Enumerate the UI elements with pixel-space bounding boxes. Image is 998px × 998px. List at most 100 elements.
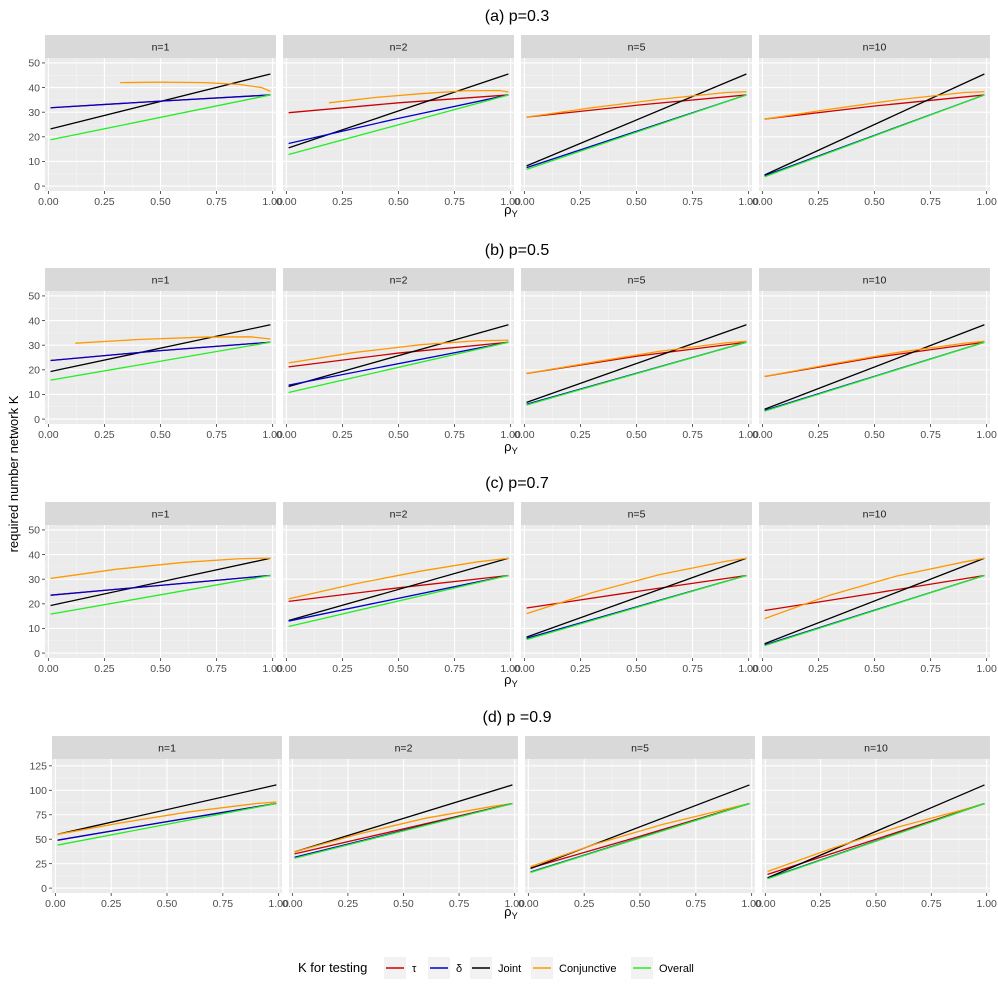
facet-strip-label: n=5 (628, 42, 646, 54)
facet-strip (45, 35, 276, 58)
y-tick-label: 75 (35, 809, 47, 821)
series-line-conj (764, 340, 985, 378)
legend-label: δ (456, 963, 462, 975)
x-tick-label: 0.50 (150, 663, 171, 675)
x-axis-title: ρY (504, 672, 518, 690)
facet-strip (521, 502, 752, 525)
x-tick-label: 1.00 (268, 898, 289, 910)
chart-rows: (a) p=0.3 n=1 0.00 0.25 0.50 0.75 1.00 0 10 20 30 4… (28, 8, 997, 922)
facet-panel: n=5 0.00 0.25 0.50 0.75 1.00 (514, 35, 759, 208)
x-tick-label: 0.25 (332, 663, 353, 675)
facet-strip-label: n=10 (863, 275, 887, 287)
x-tick-label: 0.50 (388, 663, 409, 675)
x-tick-label: 0.00 (38, 429, 59, 441)
x-tick-label: 0.00 (752, 196, 773, 208)
facet-strip (521, 268, 752, 291)
facet-strip (762, 736, 990, 759)
facet-strip (283, 502, 514, 525)
facet-strip (759, 502, 990, 525)
y-tick-label: 20 (28, 365, 40, 377)
series-line-conj (764, 91, 985, 120)
facet-panel: n=1 0.00 0.25 0.50 0.75 1.00 0 10 20 30 40 50 (28, 35, 283, 208)
series-line-conj (57, 801, 277, 835)
x-tick-label: 0.25 (570, 196, 591, 208)
facet-strip (283, 35, 514, 58)
x-tick-label: 0.25 (332, 196, 353, 208)
series-line-conj (288, 557, 509, 600)
y-tick-label: 40 (28, 82, 40, 94)
series-line-delta (50, 574, 271, 596)
x-tick-label: 0.25 (101, 898, 122, 910)
series-line-tau (764, 94, 985, 120)
series-line-tau (288, 574, 509, 602)
x-tick-label: 1.00 (504, 898, 525, 910)
facet-strip-label: n=2 (390, 509, 408, 521)
y-tick-label: 50 (35, 834, 47, 846)
series-line-joint (526, 557, 747, 638)
series-line-tau (764, 574, 985, 612)
legend-entry-joint: Joint (470, 957, 521, 979)
x-tick-label: 0.75 (444, 663, 465, 675)
facet-strip-label: n=10 (863, 509, 887, 521)
x-tick-label: 1.00 (741, 898, 762, 910)
y-tick-label: 20 (28, 132, 40, 144)
facet-strip-label: n=1 (158, 743, 176, 755)
x-tick-label: 1.00 (500, 429, 521, 441)
x-tick-label: 0.25 (570, 663, 591, 675)
x-tick-label: 1.00 (738, 663, 759, 675)
series-line-overall (288, 574, 509, 628)
x-tick-label: 0.75 (682, 196, 703, 208)
x-tick-label: 0.00 (45, 898, 66, 910)
legend-entries: τ δ Joint Conjunctive Overall (384, 957, 694, 979)
chart-row: (b) p=0.5 n=1 0.00 0.25 0.50 0.75 1.00 0 10 20 30 4… (28, 242, 997, 457)
facet-panel: n=5 0.00 0.25 0.50 0.75 1.00 (514, 502, 759, 675)
y-tick-label: 50 (28, 525, 40, 537)
x-tick-label: 0.50 (864, 196, 885, 208)
x-tick-label: 0.75 (213, 898, 234, 910)
legend-title: K for testing (298, 960, 367, 975)
series-line-overall (288, 341, 509, 394)
x-tick-label: 1.00 (738, 196, 759, 208)
series-line-delta (288, 574, 509, 622)
series-line-overall (57, 802, 277, 846)
series-line-joint (530, 784, 750, 870)
facet-strip-label: n=5 (631, 743, 649, 755)
y-tick-label: 20 (28, 599, 40, 611)
facet-panel: n=1 0.00 0.25 0.50 0.75 1.00 0 10 20 30 40 50 (28, 268, 283, 441)
x-tick-label: 0.50 (626, 196, 647, 208)
series-line-conj (526, 91, 747, 118)
facet-panel: n=2 0.00 0.25 0.50 0.75 1.00 (276, 268, 521, 441)
x-tick-label: 0.75 (682, 663, 703, 675)
legend-entry-delta: δ (428, 957, 462, 979)
x-tick-label: 0.25 (808, 196, 829, 208)
x-tick-label: 0.25 (94, 663, 115, 675)
series-line-joint (288, 557, 509, 622)
facet-panel: n=10 0.00 0.25 0.50 0.75 1.00 (752, 35, 997, 208)
series-line-overall (526, 94, 747, 170)
y-tick-label: 30 (28, 340, 40, 352)
x-tick-label: 0.25 (808, 429, 829, 441)
x-tick-label: 0.00 (514, 429, 535, 441)
x-tick-label: 0.00 (38, 196, 59, 208)
x-tick-label: 0.00 (518, 898, 539, 910)
x-tick-label: 0.50 (388, 196, 409, 208)
facet-strip-label: n=2 (390, 275, 408, 287)
x-tick-label: 0.75 (921, 898, 942, 910)
series-line-overall (288, 94, 509, 156)
x-tick-label: 0.50 (150, 429, 171, 441)
facet-strip (45, 502, 276, 525)
series-line-joint (526, 73, 747, 167)
x-tick-label: 0.00 (514, 663, 535, 675)
series-line-delta (288, 341, 509, 386)
facet-panel: n=10 0.00 0.25 0.50 0.75 1.00 (752, 502, 997, 675)
legend-entry-tau: τ (384, 957, 417, 979)
series-line-joint (526, 324, 747, 403)
legend: K for testing τ δ Joint Conjunctive Overall (298, 957, 694, 979)
series-line-joint (764, 73, 985, 176)
series-line-overall (50, 574, 271, 615)
x-tick-label: 0.75 (920, 196, 941, 208)
series-line-joint (767, 784, 985, 879)
facet-panel: n=2 0.00 0.25 0.50 0.75 1.00 (282, 736, 525, 910)
y-tick-label: 0 (34, 648, 40, 660)
